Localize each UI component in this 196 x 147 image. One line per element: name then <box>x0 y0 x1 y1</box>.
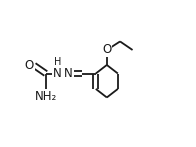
Text: N: N <box>53 67 62 80</box>
Text: H: H <box>54 57 61 67</box>
Text: N: N <box>64 67 73 80</box>
Text: NH₂: NH₂ <box>35 90 57 103</box>
Text: O: O <box>102 44 112 56</box>
Text: O: O <box>25 59 34 72</box>
